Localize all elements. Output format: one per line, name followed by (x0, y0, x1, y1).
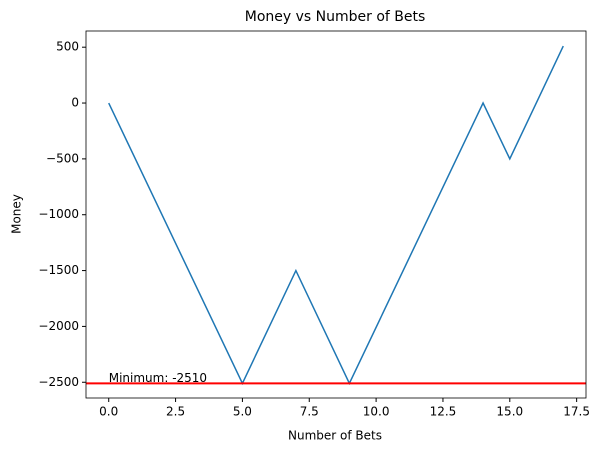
x-tick-label: 10.0 (363, 405, 390, 419)
y-tick-label: −1500 (38, 263, 79, 277)
min-annotation: Minimum: -2510 (109, 371, 207, 385)
x-tick-label: 5.0 (233, 405, 252, 419)
y-tick-label: 0 (71, 96, 79, 110)
chart-title: Money vs Number of Bets (245, 9, 426, 25)
y-tick-label: 500 (56, 40, 79, 54)
y-tick-label: −2500 (38, 375, 79, 389)
y-tick-label: −500 (46, 151, 79, 165)
y-tick-label: −1000 (38, 207, 79, 221)
x-tick-label: 15.0 (496, 405, 523, 419)
x-tick-label: 17.5 (563, 405, 590, 419)
line-series (108, 45, 564, 386)
axes-frame (85, 30, 587, 399)
y-axis-label: Money (10, 194, 24, 234)
x-axis-label: Number of Bets (288, 429, 382, 443)
x-tick-label: 0.0 (99, 405, 118, 419)
y-tick-label: −2000 (38, 319, 79, 333)
x-tick-label: 2.5 (166, 405, 185, 419)
x-tick-label: 12.5 (430, 405, 457, 419)
x-tick-label: 7.5 (300, 405, 319, 419)
